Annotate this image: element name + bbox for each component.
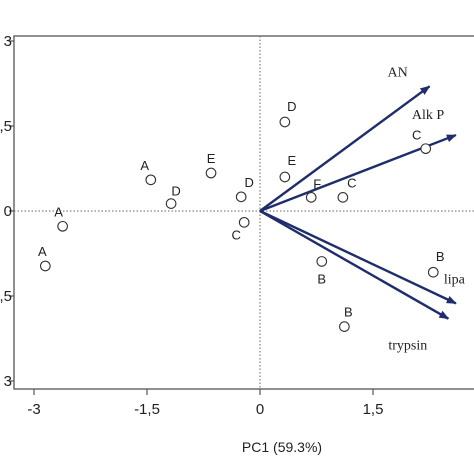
point-label: A [140, 158, 149, 173]
score-point [279, 171, 291, 183]
score-point [235, 191, 247, 203]
point-label: B [436, 249, 445, 264]
x-tick-label: -3 [27, 401, 40, 418]
points-layer [39, 116, 439, 332]
score-point [316, 256, 328, 267]
score-point [165, 198, 177, 209]
point-label: B [317, 271, 326, 286]
score-point [39, 260, 51, 272]
labels-layer: -3 -1,5 0 1,5 3 1,5 0 1,5 3 AN Alk P lipa trypsin A A A… [0, 33, 466, 418]
point-label: E [207, 151, 216, 166]
x-axis-title: PC1 (59.3%) [242, 439, 322, 455]
point-label: D [244, 175, 253, 190]
point-label: C [412, 128, 421, 143]
score-point [420, 143, 432, 155]
score-point [205, 167, 217, 179]
point-label: C [231, 227, 240, 242]
plot-frame [13, 35, 474, 390]
y-tick-label: 1,5 [0, 288, 12, 305]
score-point [57, 220, 68, 232]
vector-label: AN [387, 65, 407, 80]
y-tick-label: 1,5 [0, 118, 12, 135]
loading-vector [259, 209, 450, 320]
score-point [305, 192, 317, 203]
point-label: A [54, 204, 63, 219]
point-label: A [38, 244, 47, 259]
loading-vector [259, 85, 431, 212]
point-label: C [347, 175, 356, 190]
x-tick-label: 0 [256, 401, 264, 418]
x-tick-label: -1,5 [134, 401, 160, 418]
y-tick-label: 0 [4, 203, 12, 220]
point-label: F [313, 176, 321, 191]
score-point [339, 321, 350, 332]
point-label: D [171, 184, 180, 199]
point-label: E [288, 153, 297, 168]
score-point [427, 266, 439, 278]
score-point [238, 216, 250, 228]
point-label: D [287, 99, 296, 114]
axes-layer [9, 35, 474, 395]
vector-label: trypsin [388, 339, 427, 354]
vector-label: lipa [444, 272, 466, 287]
y-tick-label: 3 [4, 373, 12, 390]
vector-label: Alk P [412, 108, 445, 123]
y-tick-label: 3 [4, 33, 12, 50]
score-point [337, 192, 349, 203]
score-point [145, 174, 157, 186]
loading-vector [259, 209, 457, 305]
point-label: B [344, 305, 353, 320]
score-point [279, 116, 291, 128]
x-tick-label: 1,5 [363, 401, 384, 418]
